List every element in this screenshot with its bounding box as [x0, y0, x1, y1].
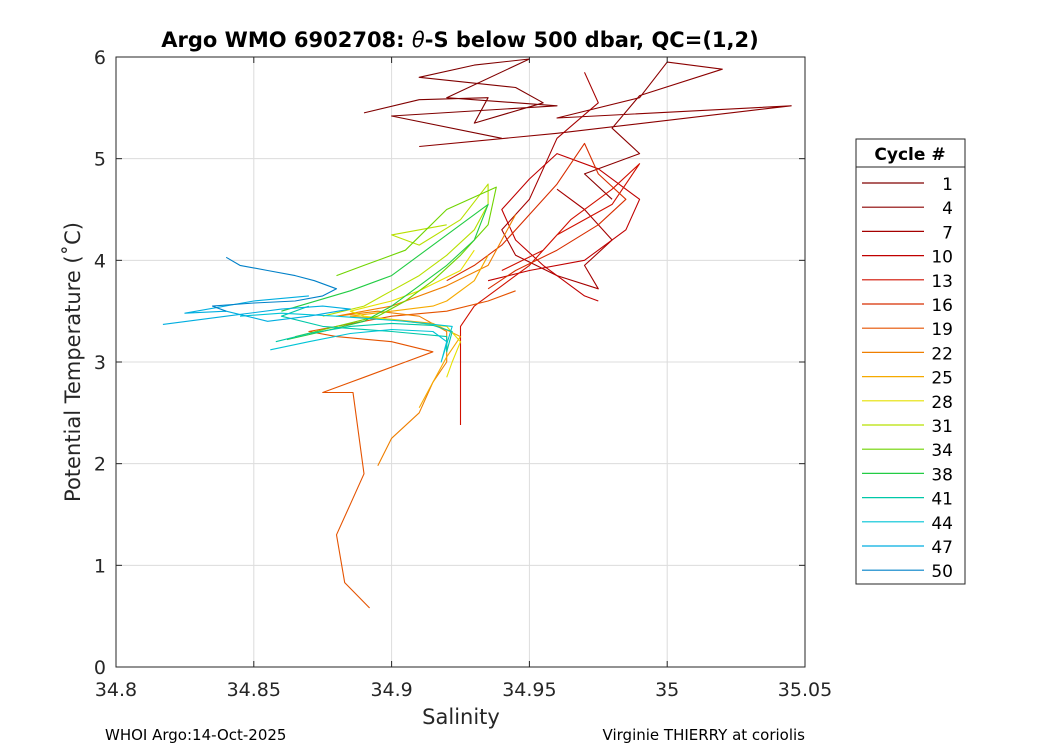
series-line-cycle-41: [275, 305, 453, 353]
y-tick-label: 4: [94, 250, 106, 272]
series-line-cycle-44: [239, 312, 453, 363]
legend-label-cycle-41: 41: [931, 490, 953, 510]
series-line-cycle-4: [419, 61, 792, 200]
legend-label-cycle-34: 34: [931, 441, 953, 461]
series-line-cycle-31: [322, 183, 489, 317]
legend-label-cycle-7: 7: [942, 223, 953, 243]
title-theta-symbol: θ: [412, 28, 425, 52]
legend-label-cycle-28: 28: [931, 393, 953, 413]
series-line-cycle-19: [308, 290, 516, 609]
legend-label-cycle-44: 44: [931, 514, 953, 534]
x-axis-ticks: 34.8 34.85 34.9 34.95 35 35.05: [95, 57, 832, 701]
legend-label-cycle-47: 47: [931, 538, 953, 558]
series-line-cycle-38: [281, 203, 489, 341]
y-tick-label: 6: [94, 47, 106, 69]
series-line-cycle-13: [459, 163, 641, 425]
x-tick-label: 34.8: [95, 679, 137, 701]
y-tick-label: 0: [94, 657, 106, 679]
footer-right: Virginie THIERRY at coriolis: [603, 726, 806, 744]
y-axis-label: Potential Temperature (˚C): [61, 222, 85, 502]
legend-label-cycle-31: 31: [931, 417, 953, 437]
footer-left: WHOI Argo:14-Oct-2025: [105, 726, 286, 744]
legend-label-cycle-4: 4: [942, 199, 953, 219]
x-tick-label: 34.95: [502, 679, 556, 701]
legend-box: [855, 138, 966, 585]
legend-label-cycle-38: 38: [931, 465, 953, 485]
series-line-cycle-47: [162, 295, 351, 325]
legend-title: Cycle #: [874, 145, 945, 165]
x-tick-label: 34.9: [370, 679, 412, 701]
legend-label-cycle-13: 13: [931, 272, 953, 292]
series-line-cycle-1: [363, 58, 558, 139]
y-axis-ticks: 0 1 2 3 4 5 6: [94, 47, 805, 679]
series-lines: [162, 58, 792, 609]
y-tick-label: 3: [94, 352, 106, 374]
y-tick-label: 1: [94, 555, 106, 577]
series-line-cycle-50: [211, 256, 338, 312]
x-tick-label: 35.05: [778, 679, 832, 701]
x-tick-label: 34.85: [227, 679, 281, 701]
legend-label-cycle-19: 19: [931, 320, 953, 340]
x-tick-label: 35: [655, 679, 679, 701]
legend-label-cycle-50: 50: [931, 562, 953, 582]
y-tick-label: 2: [94, 454, 106, 476]
legend-label-cycle-16: 16: [931, 296, 953, 316]
legend-label-cycle-25: 25: [931, 369, 953, 389]
legend-label-cycle-10: 10: [931, 248, 953, 268]
chart-title: Argo WMO 6902708: θ-S below 500 dbar, QC…: [161, 28, 758, 52]
y-tick-label: 5: [94, 149, 106, 171]
x-axis-label: Salinity: [422, 705, 500, 729]
series-line-cycle-10: [487, 153, 641, 302]
legend-label-cycle-1: 1: [942, 175, 953, 195]
series-line-cycle-28: [349, 249, 475, 378]
legend-label-cycle-22: 22: [931, 344, 953, 364]
